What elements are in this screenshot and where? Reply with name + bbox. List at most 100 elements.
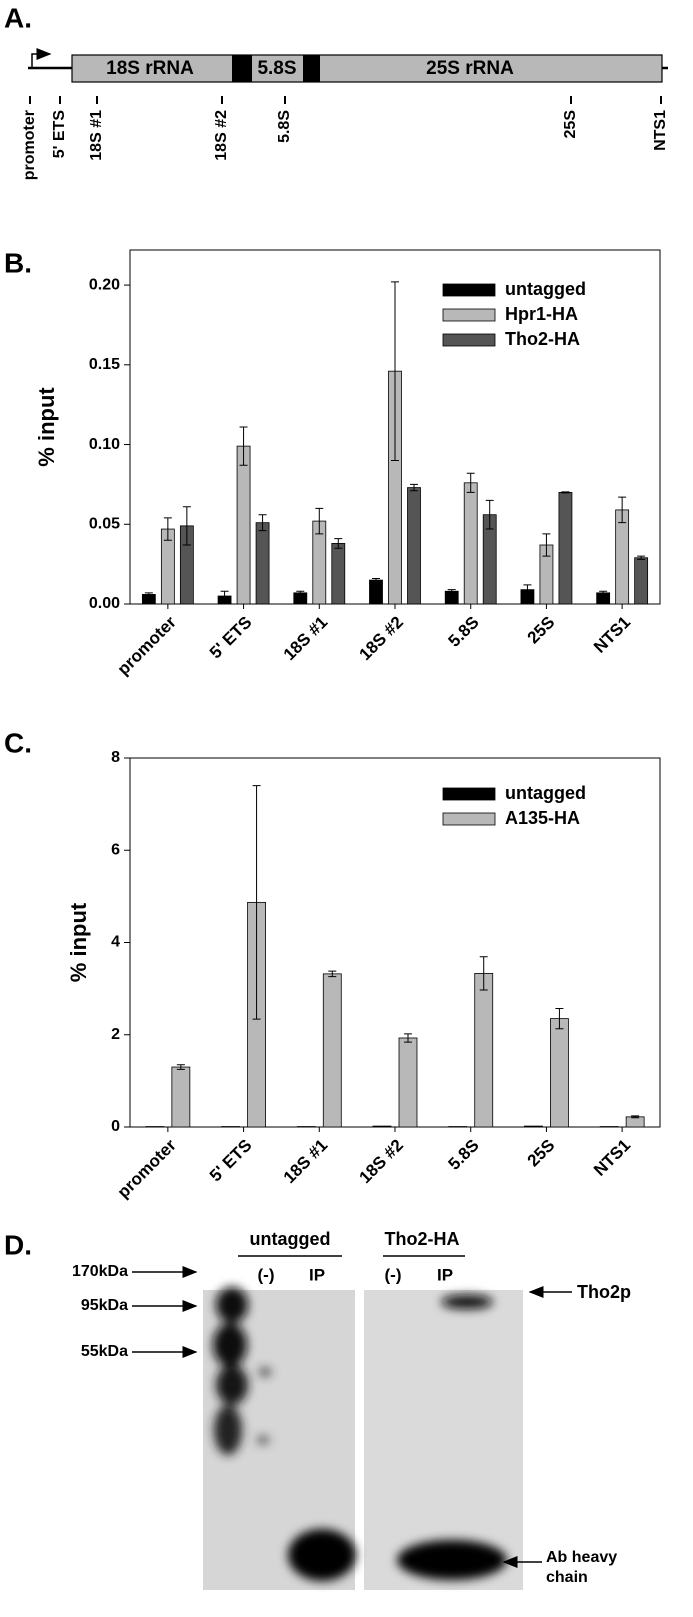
x-tick-label: 5' ETS bbox=[206, 613, 256, 663]
x-tick-label: 5' ETS bbox=[206, 1136, 256, 1186]
y-tick-label: 0.20 bbox=[89, 276, 120, 293]
error-bar bbox=[479, 956, 488, 991]
bar bbox=[524, 1125, 543, 1128]
bar bbox=[634, 557, 649, 605]
lane-label: (-) bbox=[385, 1265, 402, 1284]
bar bbox=[171, 1066, 191, 1128]
lane-label: (-) bbox=[258, 1265, 275, 1284]
x-tick-label: 5.8S bbox=[445, 613, 483, 651]
x-tick-label: NTS1 bbox=[590, 1136, 634, 1180]
blot-image bbox=[364, 1290, 523, 1590]
bar bbox=[474, 973, 494, 1128]
error-bar bbox=[220, 590, 229, 602]
group-label: Tho2-HA bbox=[385, 1229, 460, 1249]
panel-label: C. bbox=[4, 727, 32, 758]
bar bbox=[369, 579, 383, 605]
y-tick-label: 0.15 bbox=[89, 356, 120, 373]
error-bar bbox=[372, 577, 380, 583]
error-bar bbox=[252, 785, 261, 1020]
legend-label: Hpr1-HA bbox=[505, 304, 578, 324]
bar bbox=[615, 509, 630, 605]
error-bar bbox=[182, 506, 191, 546]
legend-swatch bbox=[442, 308, 496, 322]
bar bbox=[398, 1037, 418, 1128]
legend-swatch bbox=[442, 283, 496, 297]
y-tick-label: 6 bbox=[111, 841, 120, 858]
error-bar bbox=[466, 472, 475, 493]
lane-label: IP bbox=[437, 1265, 453, 1284]
bar bbox=[407, 487, 421, 605]
error-bar bbox=[296, 590, 305, 595]
y-axis-label: % input bbox=[34, 387, 59, 467]
primer-label: 18S #2 bbox=[213, 110, 230, 161]
bar bbox=[236, 445, 251, 605]
its-block bbox=[303, 55, 320, 82]
primer-label: NTS1 bbox=[652, 110, 669, 151]
x-tick-label: 5.8S bbox=[445, 1136, 483, 1174]
marker-label: 95kDa bbox=[81, 1297, 128, 1314]
error-bar bbox=[637, 555, 646, 560]
x-tick-label: promoter bbox=[114, 612, 180, 678]
segment-label: 25S rRNA bbox=[426, 58, 514, 79]
bar bbox=[558, 491, 573, 605]
panel-label: A. bbox=[4, 2, 32, 33]
error-bar bbox=[404, 1033, 412, 1043]
x-tick-label: 18S #1 bbox=[280, 1136, 332, 1188]
band-label: Tho2p bbox=[577, 1282, 631, 1302]
error-bar bbox=[542, 533, 551, 557]
y-tick-label: 0 bbox=[111, 1118, 120, 1135]
x-tick-label: 25S bbox=[524, 613, 559, 648]
legend-swatch bbox=[442, 333, 496, 347]
primer-label: 5' ETS bbox=[51, 110, 68, 159]
panel-label: D. bbox=[4, 1229, 32, 1260]
legend-label: Tho2-HA bbox=[505, 329, 580, 349]
bar bbox=[550, 1018, 569, 1128]
x-tick-label: 18S #2 bbox=[355, 1136, 407, 1188]
bar bbox=[331, 543, 346, 605]
bar bbox=[372, 1125, 392, 1128]
error-bar bbox=[328, 970, 337, 978]
bar bbox=[463, 482, 478, 605]
blot-bands bbox=[213, 1287, 507, 1581]
x-tick-label: 18S #1 bbox=[280, 613, 332, 665]
segment-label: 18S rRNA bbox=[106, 58, 194, 79]
y-tick-label: 0.00 bbox=[89, 595, 120, 612]
error-bar bbox=[334, 538, 343, 549]
error-bar bbox=[258, 514, 267, 532]
x-tick-label: NTS1 bbox=[590, 613, 634, 657]
error-bar bbox=[391, 281, 399, 461]
plot-frame bbox=[129, 757, 661, 1128]
x-tick-label: 18S #2 bbox=[355, 613, 407, 665]
primer-label: 18S #1 bbox=[88, 110, 105, 161]
primer-label: 5.8S bbox=[276, 110, 293, 143]
panel-label: B. bbox=[4, 247, 32, 278]
y-tick-label: 0.05 bbox=[89, 515, 120, 532]
error-bar bbox=[631, 1115, 640, 1119]
legend-swatch bbox=[442, 787, 496, 801]
group-label: untagged bbox=[250, 1229, 331, 1249]
legend-label: untagged bbox=[505, 279, 586, 299]
legend-label: untagged bbox=[505, 783, 586, 803]
y-tick-label: 0.10 bbox=[89, 436, 120, 453]
x-tick-label: 25S bbox=[524, 1136, 559, 1171]
y-tick-label: 8 bbox=[111, 749, 120, 766]
band-label: Ab heavy chain bbox=[546, 1549, 618, 1586]
error-bar bbox=[447, 589, 456, 594]
error-bar bbox=[523, 584, 532, 595]
error-bar bbox=[485, 499, 494, 530]
legend-swatch bbox=[442, 812, 496, 826]
error-bar bbox=[315, 507, 324, 535]
legend-label: A135-HA bbox=[505, 808, 580, 828]
lane-label: IP bbox=[309, 1265, 325, 1284]
error-bar bbox=[163, 517, 172, 541]
tss-arrow bbox=[31, 48, 52, 68]
segment-label: 5.8S bbox=[257, 58, 296, 79]
error-bar bbox=[618, 496, 627, 524]
y-tick-label: 4 bbox=[111, 934, 120, 951]
error-bar bbox=[410, 483, 418, 492]
marker-label: 55kDa bbox=[81, 1343, 128, 1360]
y-axis-label: % input bbox=[66, 902, 91, 982]
x-tick-label: promoter bbox=[114, 1135, 180, 1201]
